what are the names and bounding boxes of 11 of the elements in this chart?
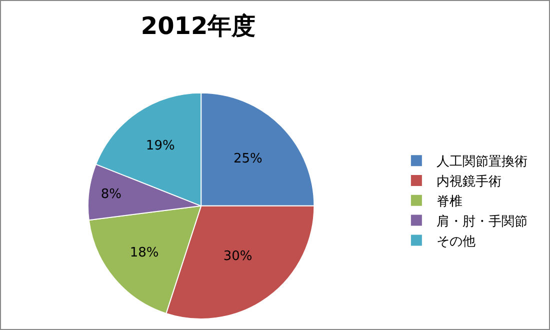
chart-title: 2012年度 bbox=[140, 12, 256, 40]
legend-label: 内視鏡手術 bbox=[436, 174, 502, 190]
data-label: 18% bbox=[130, 245, 159, 260]
data-label: 30% bbox=[223, 248, 252, 264]
data-label: 25% bbox=[233, 152, 262, 167]
legend-label: 肩・肘・手関節 bbox=[436, 213, 528, 230]
legend-label: 脊椎 bbox=[436, 194, 462, 210]
legend-label: 人工関節置換術 bbox=[436, 154, 528, 170]
data-label: 8% bbox=[100, 187, 122, 202]
data-label: 19% bbox=[146, 138, 175, 154]
legend-label: その他 bbox=[436, 234, 476, 250]
